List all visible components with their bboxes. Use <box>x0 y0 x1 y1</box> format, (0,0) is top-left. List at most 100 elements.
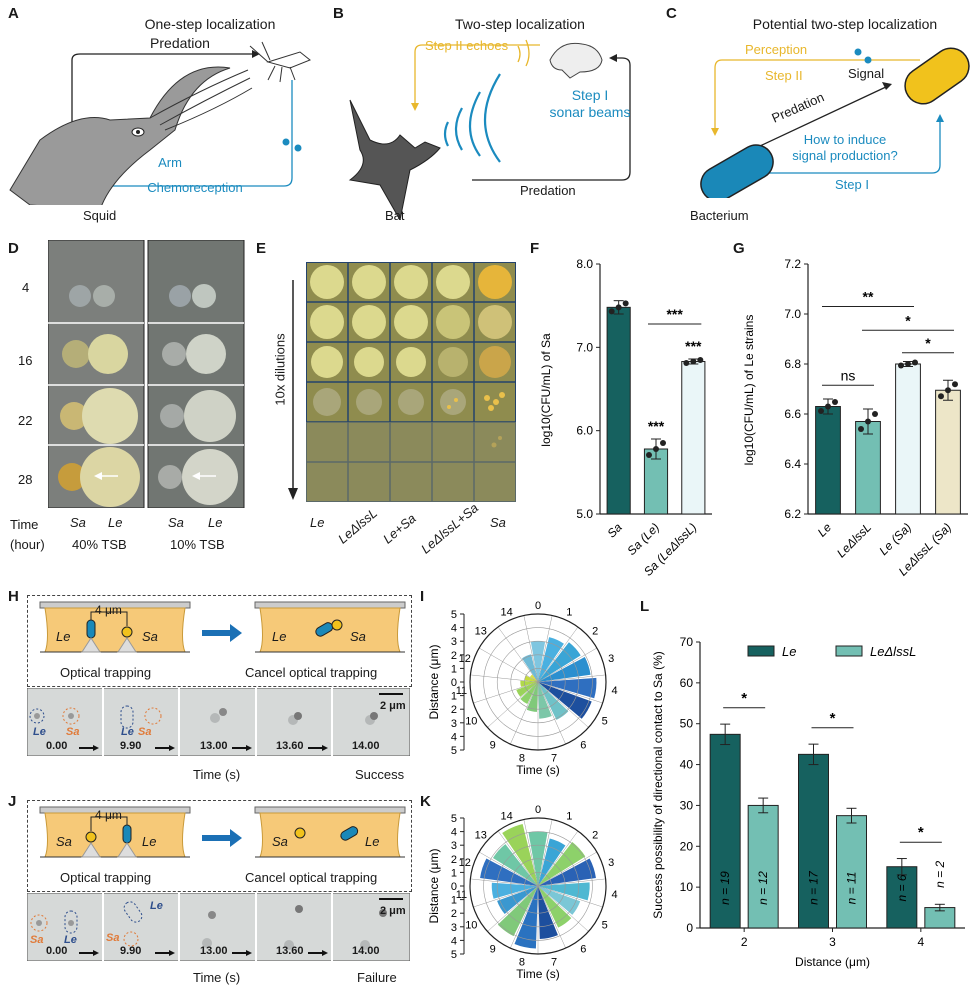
chart-g: 6.26.46.66.87.07.2Le LeΔlssL Le (Sa)LeΔlss… <box>742 257 968 579</box>
polar-spoke <box>473 885 539 908</box>
h-tag-le: Le <box>33 726 46 738</box>
j-sa-2: Sa <box>272 834 288 849</box>
data-point <box>898 362 904 369</box>
d-cond-10: 10% TSB <box>170 537 225 552</box>
radial-tick-label: 2 <box>451 650 457 662</box>
d-col-le-2: Le <box>208 515 223 530</box>
bat-diagram <box>348 39 631 220</box>
radial-tick-label: 3 <box>451 636 457 648</box>
y-tick-label: 7.2 <box>784 257 801 271</box>
h-optical: Optical trapping <box>60 665 152 680</box>
e-col-le-sa: Le+Sa <box>380 510 419 547</box>
angular-tick-label: 1 <box>566 607 572 619</box>
panel-c-signal: Signal <box>848 66 885 81</box>
polar-x-label: Time (s) <box>516 967 560 981</box>
h-cancel: Cancel optical trapping <box>245 665 378 680</box>
panel-d-plates <box>48 240 245 508</box>
radial-tick-label: 2 <box>451 704 457 716</box>
bar <box>895 363 921 515</box>
radial-tick-label: 1 <box>451 663 457 675</box>
polar-bar <box>538 677 597 699</box>
angular-tick-label: 2 <box>592 829 598 841</box>
j-tag-le-2: Le <box>150 900 163 912</box>
data-point <box>646 452 652 458</box>
polar-spoke <box>537 830 579 887</box>
panel-c-step2: Step II <box>765 68 803 83</box>
h-schematic <box>39 601 406 653</box>
h-t1: 9.90 <box>120 740 142 752</box>
angular-tick-label: 1 <box>566 811 572 823</box>
angular-tick-label: 12 <box>459 857 471 869</box>
d-row-4: 4 <box>22 280 30 295</box>
panel-a-arm: Arm <box>158 155 182 170</box>
polar-bar <box>538 657 591 682</box>
d-time-label: Time <box>10 517 39 532</box>
polar-y-label: Distance (μm) <box>428 849 441 924</box>
j-schematic-box <box>27 800 412 892</box>
y-tick-label: 8.0 <box>576 257 593 271</box>
panel-d-label: D <box>8 240 19 257</box>
panel-c-perception: Perception <box>745 42 808 57</box>
data-point <box>832 399 838 405</box>
x-tick-label: 3 <box>829 935 836 949</box>
e-dilution-arrow <box>288 280 298 500</box>
angular-tick-label: 14 <box>501 607 513 619</box>
polar-spoke <box>470 674 539 683</box>
polar-bar <box>538 842 586 886</box>
radial-tick-label: 4 <box>451 827 457 839</box>
radial-tick-label: 5 <box>451 745 457 757</box>
j-optical: Optical trapping <box>60 870 152 885</box>
polar-y-label: Distance (μm) <box>428 645 441 720</box>
f-y-label: log10(CFU/mL) of Sa <box>539 333 553 447</box>
radial-tick-label: 0 <box>451 881 457 893</box>
y-tick-label: 70 <box>680 635 694 649</box>
d-hour-label: (hour) <box>10 537 45 552</box>
panel-c-label: C <box>666 5 677 22</box>
data-point <box>912 359 918 366</box>
chart-l: 0 10 20 30 40 50 60 70 Success possibility of di… <box>651 635 965 969</box>
polar-spoke <box>497 626 539 683</box>
j-sa: Sa <box>56 834 72 849</box>
angular-tick-label: 8 <box>519 752 525 764</box>
y-tick-label: 60 <box>680 676 694 690</box>
j-t3: 13.60 <box>276 945 304 957</box>
j-time-axis: Time (s) <box>193 970 241 985</box>
d-row-22: 22 <box>18 413 33 428</box>
polar-bar <box>538 886 558 940</box>
j-dist: 4 μm <box>95 808 122 822</box>
polar-spoke <box>537 885 589 932</box>
radial-tick-label: 2 <box>451 908 457 920</box>
panel-l-label: L <box>640 598 650 615</box>
n-label: n = 12 <box>756 871 770 905</box>
polar-spoke <box>523 615 539 683</box>
polar-spoke <box>537 885 603 908</box>
h-le: Le <box>56 629 71 644</box>
panel-c-title: Potential two-step localization <box>752 16 938 32</box>
polar-spoke <box>473 681 539 704</box>
polar-bar <box>502 823 538 886</box>
data-point <box>622 300 629 307</box>
panel-e-label: E <box>256 240 267 257</box>
polar-spoke <box>537 615 553 683</box>
y-tick-label: 40 <box>680 758 694 772</box>
polar-bar <box>538 642 581 682</box>
polar-bar <box>491 882 538 899</box>
polar-spoke <box>537 647 598 683</box>
panel-b-bat: Bat <box>385 208 405 223</box>
e-col-sa: Sa <box>490 515 506 530</box>
polar-outline <box>469 817 607 955</box>
angular-tick-label: 2 <box>592 625 598 637</box>
radial-tick-label: 4 <box>451 935 457 947</box>
polar-spoke <box>537 681 589 728</box>
angular-tick-label: 10 <box>465 920 477 932</box>
h-dist: 4 μm <box>95 603 122 617</box>
j-le-2: Le <box>365 834 380 849</box>
radial-tick-label: 3 <box>451 840 457 852</box>
significance-mark: * <box>830 710 836 727</box>
squid-diagram <box>9 41 311 205</box>
x-tick-label: LeΔlssL <box>834 520 874 560</box>
h-time-axis: Time (s) <box>193 767 241 782</box>
bar <box>855 421 881 515</box>
h-sa: Sa <box>142 629 158 644</box>
radial-tick-label: 5 <box>451 609 457 621</box>
